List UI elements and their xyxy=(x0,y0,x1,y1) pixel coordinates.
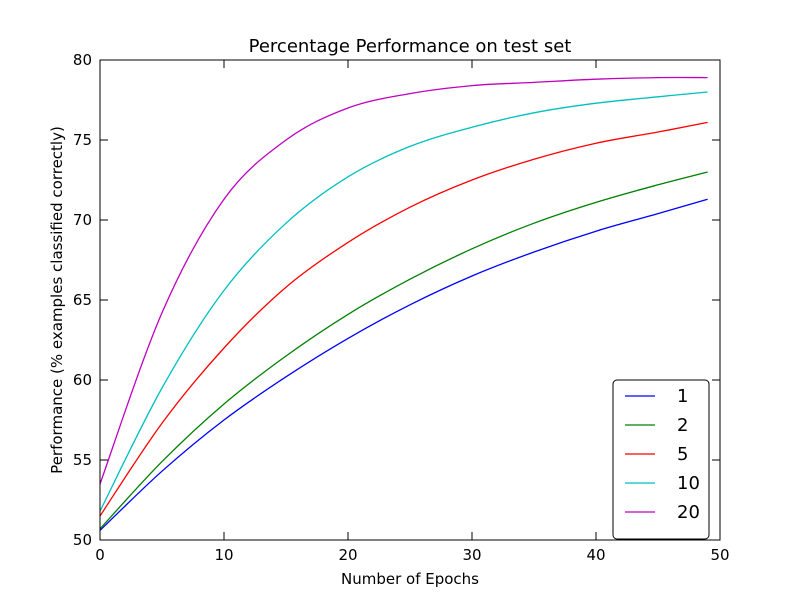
y-tick-label: 55 xyxy=(73,451,92,469)
series-lines xyxy=(99,76,708,531)
series-line-1 xyxy=(99,198,708,531)
legend-label-1: 1 xyxy=(677,386,688,407)
y-tick-label: 75 xyxy=(73,131,92,149)
legend-box xyxy=(612,379,710,540)
axis-ticks: 0 10 20 30 40 50 50 55 60 65 70 75 80 xyxy=(73,51,730,564)
x-tick-label: 10 xyxy=(214,546,233,564)
y-axis-label: Performance (% examples classified corre… xyxy=(48,126,66,474)
series-line-2 xyxy=(99,171,708,530)
y-tick-label: 50 xyxy=(73,531,92,549)
y-tick-label: 60 xyxy=(73,371,92,389)
y-tick-label: 70 xyxy=(73,211,92,229)
x-tick-label: 50 xyxy=(710,546,729,564)
x-tick-label: 0 xyxy=(95,546,105,564)
x-tick-label: 30 xyxy=(462,546,481,564)
legend-label-20: 20 xyxy=(677,502,700,523)
chart-title: Percentage Performance on test set xyxy=(249,36,572,57)
series-line-20 xyxy=(99,76,708,485)
legend: 1 2 5 10 20 xyxy=(612,379,710,540)
series-line-5 xyxy=(99,121,708,517)
legend-label-5: 5 xyxy=(677,444,688,465)
legend-label-2: 2 xyxy=(677,415,688,436)
y-tick-label: 80 xyxy=(73,51,92,69)
x-tick-label: 40 xyxy=(586,546,605,564)
x-tick-label: 20 xyxy=(338,546,357,564)
y-tick-label: 65 xyxy=(73,291,92,309)
series-line-10 xyxy=(99,91,708,512)
x-axis-label: Number of Epochs xyxy=(341,570,479,588)
legend-label-10: 10 xyxy=(677,473,700,494)
